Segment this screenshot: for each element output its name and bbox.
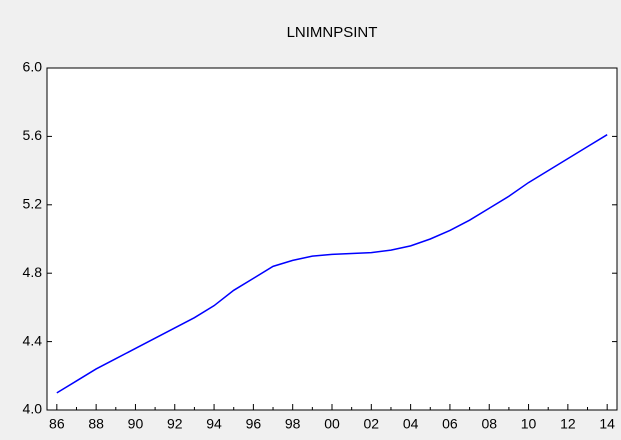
x-tick-label: 88 xyxy=(88,416,104,432)
y-tick-label: 4.8 xyxy=(23,264,43,280)
y-tick-label: 4.4 xyxy=(23,332,43,348)
x-tick-label: 04 xyxy=(403,416,419,432)
x-tick-label: 10 xyxy=(521,416,537,432)
x-tick-label: 92 xyxy=(167,416,183,432)
x-tick-label: 86 xyxy=(49,416,65,432)
x-tick-label: 02 xyxy=(364,416,380,432)
chart-title: LNIMNPSINT xyxy=(287,24,378,41)
x-tick-label: 90 xyxy=(128,416,144,432)
x-tick-label: 94 xyxy=(206,416,222,432)
x-tick-label: 98 xyxy=(285,416,301,432)
plot-area xyxy=(46,67,618,411)
data-line xyxy=(56,134,608,394)
x-tick-label: 06 xyxy=(442,416,458,432)
x-tick-label: 08 xyxy=(481,416,497,432)
y-tick-label: 5.6 xyxy=(23,127,43,143)
x-tick-label: 96 xyxy=(246,416,262,432)
x-tick-label: 00 xyxy=(324,416,340,432)
y-tick-label: 4.0 xyxy=(23,401,43,417)
x-tick-label: 12 xyxy=(560,416,576,432)
y-tick-label: 5.2 xyxy=(23,196,43,212)
y-tick-label: 6.0 xyxy=(23,59,43,75)
x-tick-label: 14 xyxy=(599,416,615,432)
